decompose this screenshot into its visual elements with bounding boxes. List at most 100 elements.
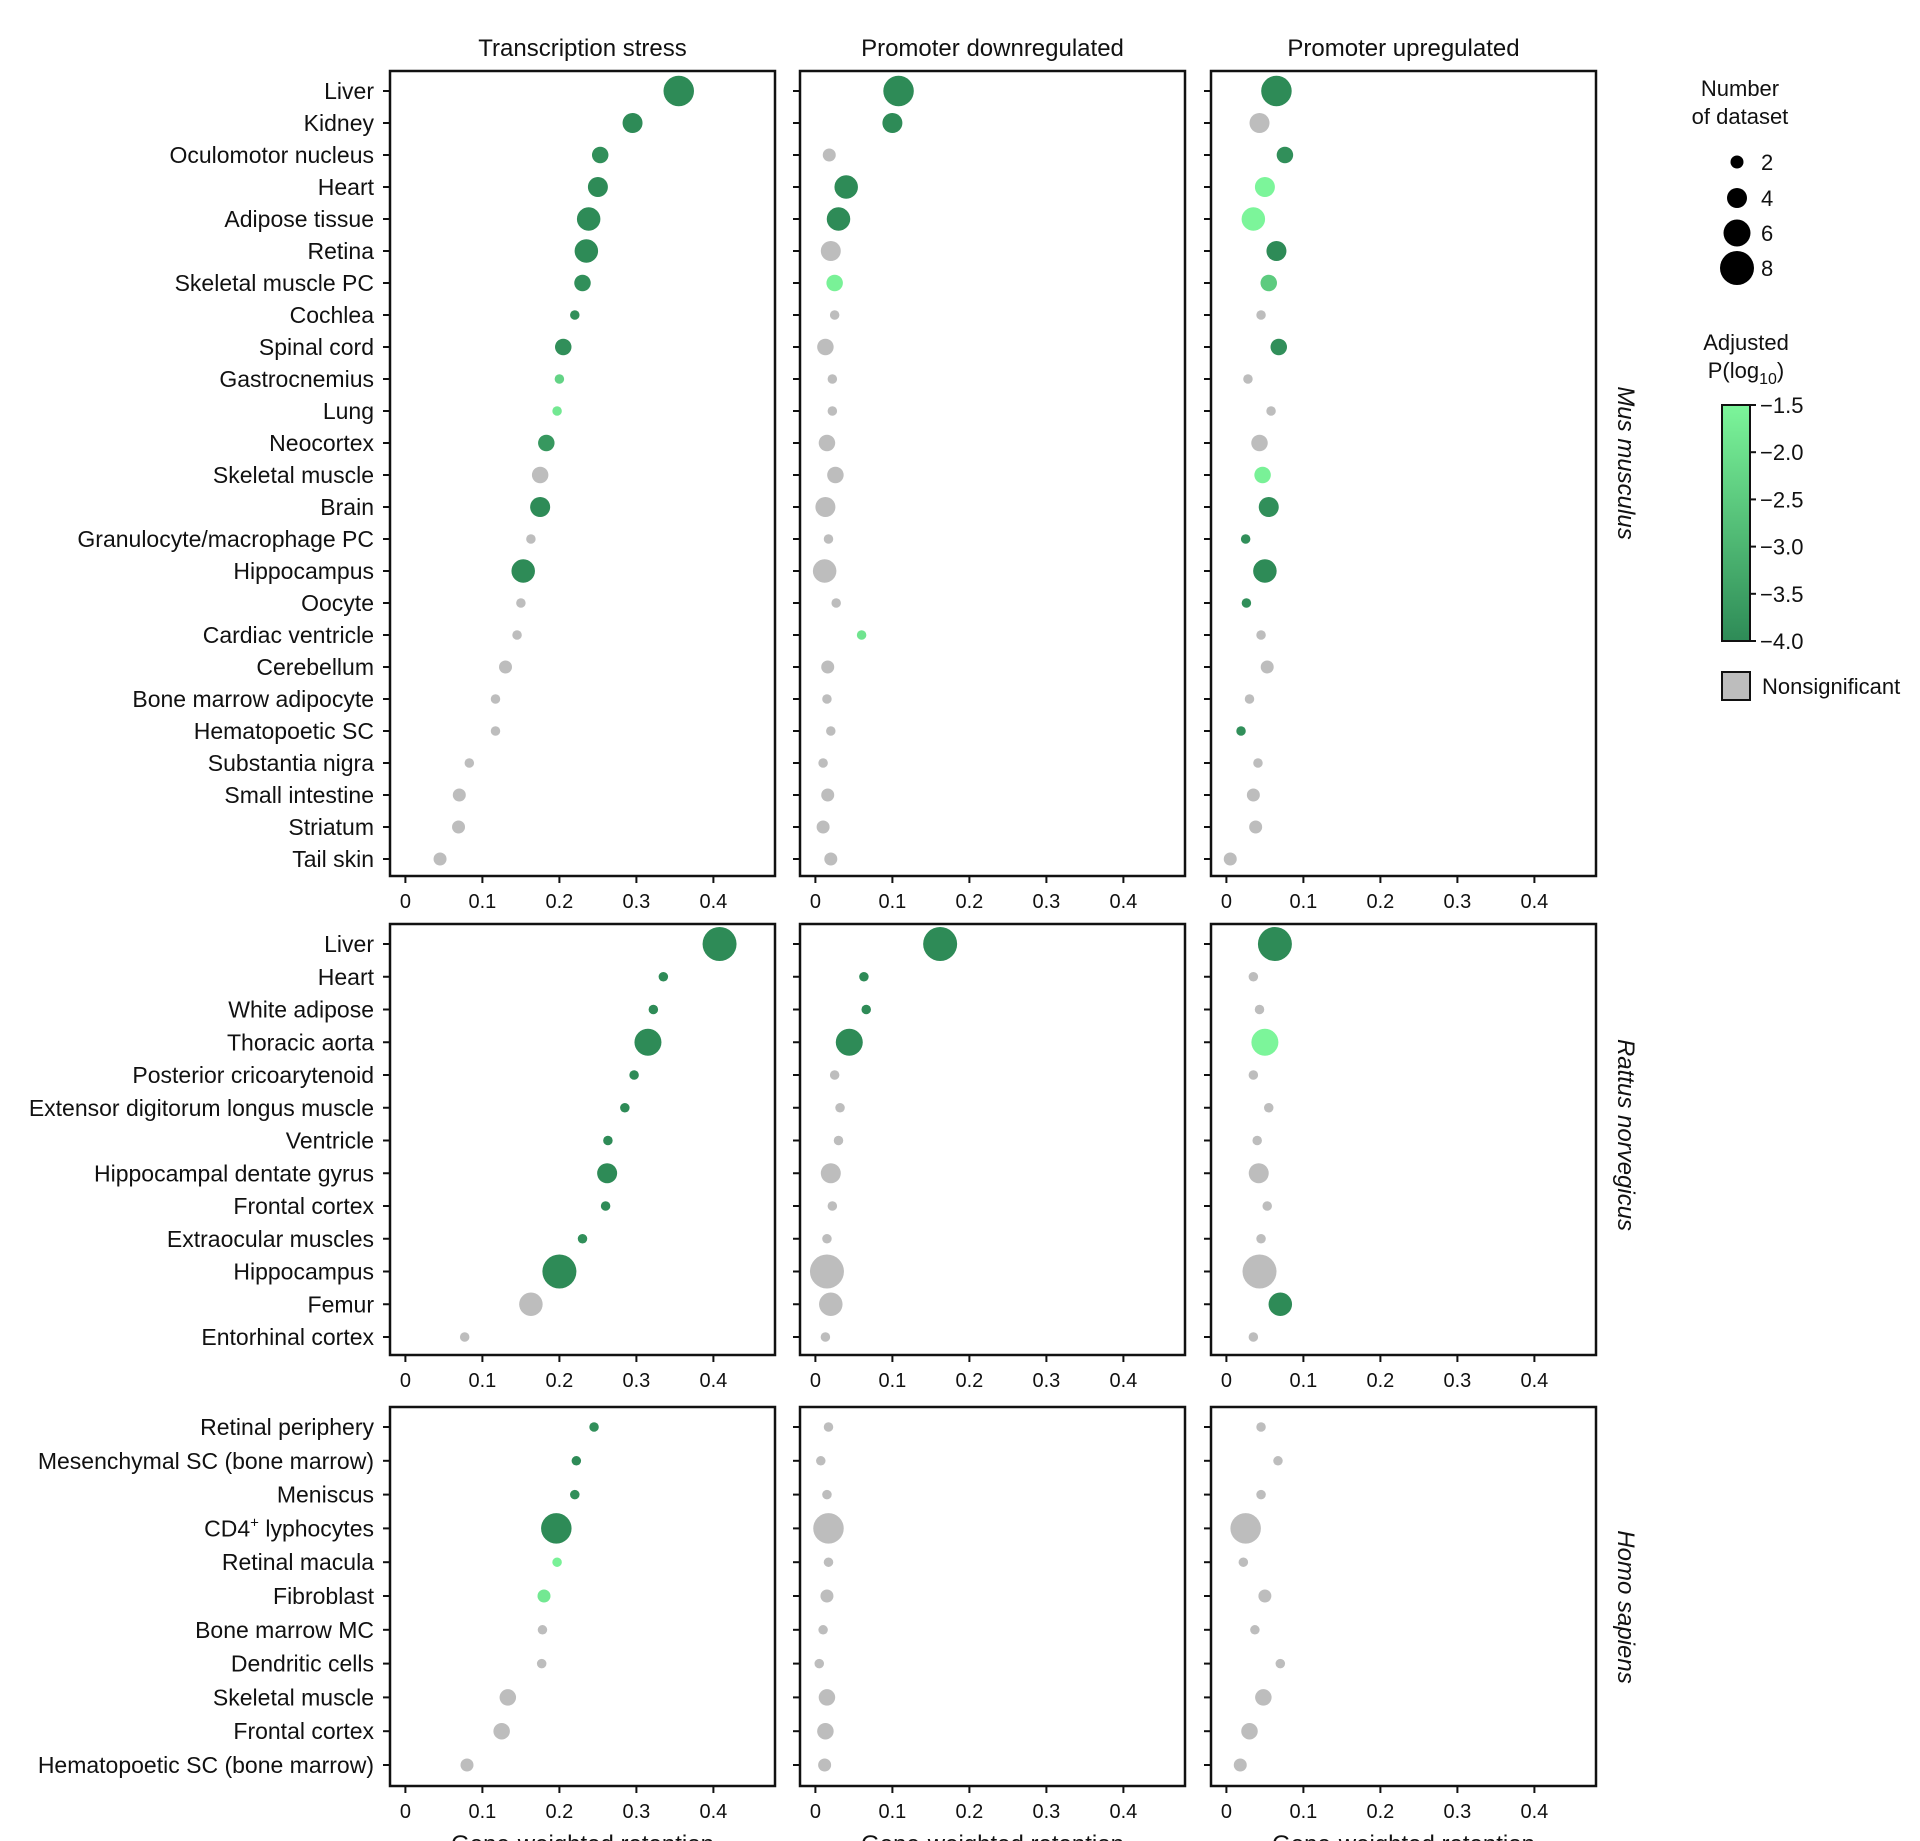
category-label-heart: Heart [318,174,375,200]
category-label-neocortex: Neocortex [269,430,374,456]
x-tick-label: 0.1 [1289,1370,1317,1392]
column-title-1: Transcription stress [478,35,687,62]
size-legend-dot-8 [1720,251,1754,285]
point-frontal-cortex [817,1722,834,1740]
point-hematopoetic-sc-bone-marrow- [1233,1758,1247,1772]
panel-1-1: 0 0.1 0.2 0.3 0.4 [383,69,777,913]
point-striatum [452,820,466,834]
point-granulocyte-macrophage-pc [526,534,536,544]
point-liver [663,75,694,107]
panel-3-2: 0 0.1 0.2 0.3 0.4 [793,1405,1187,1823]
x-tick-label: 0.4 [699,891,727,913]
x-tick-label: 0.1 [468,1370,496,1392]
point-skeletal-muscle [531,466,549,484]
point-liver [923,927,958,961]
point-fibroblast [537,1589,551,1603]
x-tick-label: 0 [1221,891,1232,913]
point-retinal-periphery [823,1422,834,1432]
point-retina [820,241,841,261]
point-lung [1266,406,1276,416]
point-oculomotor-nucleus [591,146,609,164]
point-liver [702,927,737,961]
point-tail-skin [433,852,447,866]
panel-frame [1209,69,1598,878]
x-tick-label: 0.2 [545,1370,573,1392]
category-label-hippocampus: Hippocampus [233,1259,374,1285]
point-meniscus [1256,1489,1266,1500]
point-skeletal-muscle [818,1689,836,1706]
point-femur [1268,1292,1293,1316]
point-liver [1261,75,1292,107]
category-label-hippocampus: Hippocampus [233,558,374,584]
point-dendritic-cells [1275,1658,1286,1669]
point-posterior-cricoarytenoid [829,1070,840,1080]
point-thoracic-aorta [1251,1028,1279,1056]
species-group-mus-musculus: 0 0.1 0.2 0.3 0.4 0 0.1 0.2 0.3 0.4 0 0.1 0.2 0.3 0.4 L… [77,69,1639,913]
point-extraocular-muscles [822,1234,832,1244]
category-label-retinal-periphery: Retinal periphery [200,1414,374,1440]
point-extraocular-muscles [1256,1234,1266,1244]
category-label-liver: Liver [324,931,374,957]
panel-1-3: 0 0.1 0.2 0.3 0.4 [1204,69,1598,913]
category-label-brain: Brain [320,494,374,520]
category-label-dendritic-cells: Dendritic cells [231,1651,374,1677]
point-meniscus [570,1489,580,1500]
category-label-ventricle: Ventricle [286,1128,374,1154]
x-tick-label: 0.1 [468,1801,496,1823]
point-lung [827,406,838,416]
x-tick-label: 0.3 [1032,1370,1060,1392]
category-label-oculomotor-nucleus: Oculomotor nucleus [169,142,374,168]
point-hippocampus [812,559,837,583]
size-legend-label-6: 6 [1761,221,1773,246]
colorbar-tick-label: −1.5 [1760,393,1803,418]
category-label-retinal-macula: Retinal macula [222,1549,374,1575]
x-tick-label: 0 [810,1370,821,1392]
point-retina [574,239,599,263]
point-neocortex [538,434,555,452]
point-hippocampus [1253,559,1277,583]
category-label-bone-marrow-adipocyte: Bone marrow adipocyte [132,686,374,712]
point-oocyte [516,598,526,608]
point-lung [552,406,562,416]
x-tick-label: 0.3 [622,891,650,913]
point-cochlea [570,310,580,320]
point-heart [587,177,608,197]
point-frontal-cortex [827,1201,838,1211]
species-label: Mus musculus [1612,386,1639,539]
size-legend-dot-2 [1730,155,1744,169]
colorbar-tick-label: −2.0 [1760,440,1803,465]
x-tick-label: 0.4 [699,1370,727,1392]
point-hematopoetic-sc [490,726,501,736]
x-tick-label: 0.4 [1520,1370,1548,1392]
x-tick-label: 0.2 [545,1801,573,1823]
category-label-fibroblast: Fibroblast [273,1583,375,1609]
x-tick-label: 0.2 [955,891,983,913]
point-retinal-periphery [1256,1422,1266,1432]
point-retinal-macula [1238,1557,1249,1567]
point-cerebellum [1260,660,1274,674]
panel-2-1: 0 0.1 0.2 0.3 0.4 [383,922,777,1392]
point-skeletal-muscle-pc [826,274,843,292]
point-skeletal-muscle [499,1689,517,1706]
point-small-intestine [821,788,835,802]
point-hippocampal-dentate-gyrus [820,1163,841,1184]
legend: Number of dataset Adjusted P(log10) Nons… [1692,76,1900,701]
size-legend-label-4: 4 [1761,186,1773,211]
point-retinal-macula [823,1557,834,1567]
panel-frame [388,922,777,1357]
point-oculomotor-nucleus [822,148,836,162]
point-adipose-tissue [576,207,601,231]
point-substantia-nigra [1253,758,1263,768]
point-gastrocnemius [554,374,565,384]
panel-3-1: 0 0.1 0.2 0.3 0.4 [383,1405,777,1823]
x-tick-label: 0 [400,1801,411,1823]
x-tick-label: 0 [810,1801,821,1823]
category-label-granulocyte-macrophage-pc: Granulocyte/macrophage PC [77,526,374,552]
point-neocortex [818,434,836,452]
point-ventricle [833,1135,844,1146]
category-label-frontal-cortex: Frontal cortex [233,1193,374,1219]
x-tick-label: 0.4 [1520,1801,1548,1823]
category-label-thoracic-aorta: Thoracic aorta [227,1029,374,1055]
point-posterior-cricoarytenoid [629,1070,639,1080]
category-label-skeletal-muscle: Skeletal muscle [213,462,374,488]
